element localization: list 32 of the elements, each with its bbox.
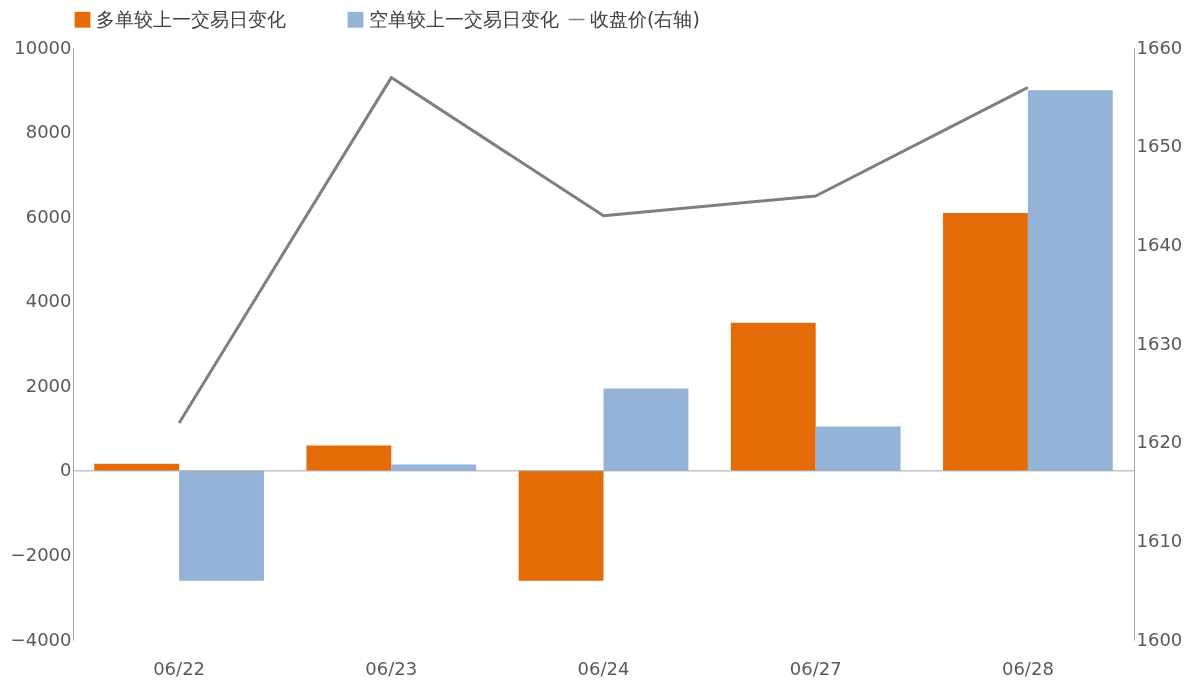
y2-tick-label: 1610: [1136, 529, 1183, 551]
y2-tick-label: 1660: [1136, 36, 1183, 58]
x-tick-label: 06/28: [1001, 657, 1054, 679]
y-tick-label: −2000: [10, 543, 72, 565]
y-tick-label: 10000: [14, 36, 72, 58]
bar: [730, 322, 816, 471]
bar: [179, 470, 264, 581]
legend-label: 多单较上一交易日变化: [96, 7, 286, 30]
bar: [603, 388, 689, 471]
y-tick-label: 8000: [25, 121, 72, 143]
y-tick-label: −4000: [10, 628, 72, 650]
x-tick-label: 06/22: [153, 657, 206, 679]
y-tick-label: 4000: [25, 290, 72, 312]
bar: [943, 212, 1028, 471]
x-tick-label: 06/27: [789, 657, 842, 679]
y2-tick-label: 1640: [1136, 233, 1183, 255]
legend-label: 收盘价(右轴): [590, 7, 700, 30]
y-tick-label: 6000: [25, 205, 72, 227]
line-series: [177, 76, 1030, 425]
legend-label: 空单较上一交易日变化: [369, 7, 559, 30]
bar: [306, 445, 392, 471]
y2-tick-label: 1600: [1136, 628, 1183, 650]
bar: [815, 426, 901, 471]
x-tick-label: 06/23: [365, 657, 418, 679]
y-tick-label: 0: [60, 459, 72, 481]
x-tick-label: 06/24: [577, 657, 630, 679]
bar: [518, 470, 604, 581]
bar: [1027, 90, 1113, 471]
y2-tick-label: 1620: [1136, 431, 1183, 453]
y-tick-label: 2000: [25, 374, 72, 396]
y2-tick-label: 1650: [1136, 135, 1183, 157]
y2-tick-label: 1630: [1136, 332, 1183, 354]
